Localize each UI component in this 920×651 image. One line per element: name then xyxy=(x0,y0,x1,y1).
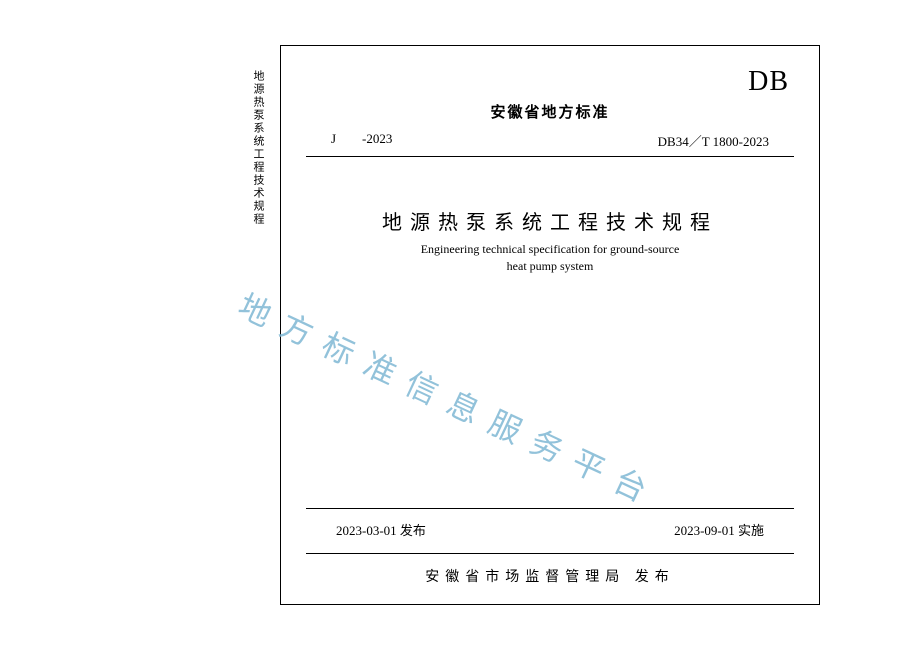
code-left: J -2023 xyxy=(331,131,392,150)
db-mark: DB xyxy=(748,66,789,98)
code-row: J -2023 DB34／T 1800-2023 xyxy=(331,131,769,150)
publisher: 安徽省市场监督管理局 发布 xyxy=(281,566,819,586)
main-title-english: Engineering technical specification for … xyxy=(331,241,769,275)
effective-date: 2023-09-01 实施 xyxy=(674,520,764,539)
main-title-chinese: 地源热泵系统工程技术规程 xyxy=(281,206,819,235)
en-line-1: Engineering technical specification for … xyxy=(421,242,680,256)
issue-date: 2023-03-01 发布 xyxy=(336,520,426,539)
en-line-2: heat pump system xyxy=(507,259,594,273)
date-divider-top xyxy=(306,508,794,509)
watermark-text: 地方标准信息服务平台 xyxy=(232,281,668,517)
vertical-side-label: 地源热泵系统工程技术规程 xyxy=(250,70,266,226)
date-divider-bottom xyxy=(306,553,794,554)
header-divider xyxy=(306,156,794,157)
document-page: DB 安徽省地方标准 J -2023 DB34／T 1800-2023 地源热泵… xyxy=(280,45,820,605)
code-right: DB34／T 1800-2023 xyxy=(658,131,769,150)
header-title: 安徽省地方标准 xyxy=(281,101,819,122)
date-row: 2023-03-01 发布 2023-09-01 实施 xyxy=(336,520,764,539)
